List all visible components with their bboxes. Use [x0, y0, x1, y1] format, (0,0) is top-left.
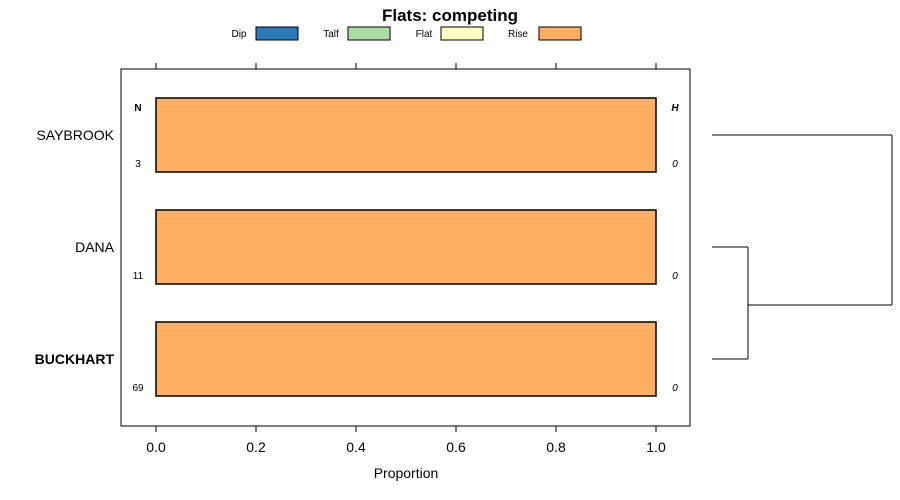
h-header: H: [671, 103, 679, 114]
bar-segment-rise-dana: [155, 209, 657, 285]
n-header: N: [134, 103, 141, 114]
x-tick-label: 0.0: [146, 439, 166, 455]
legend: Dip Talf Flat Rise: [231, 26, 582, 41]
x-axis: 0.0 0.2 0.4 0.6 0.8 1.0: [146, 63, 666, 455]
bar-segment-rise-buckhart: [155, 321, 657, 397]
legend-label-rise: Rise: [508, 29, 528, 40]
x-tick-label: 1.0: [646, 439, 666, 455]
x-tick-label: 0.8: [546, 439, 566, 455]
n-value: 11: [133, 271, 144, 282]
h-value: 0: [672, 271, 678, 282]
n-value: 69: [132, 383, 144, 394]
legend-label-flat: Flat: [416, 29, 433, 40]
legend-label-talf: Talf: [323, 29, 339, 40]
legend-swatch-rise: [538, 26, 582, 41]
legend-label-dip: Dip: [231, 29, 246, 40]
h-value: 0: [672, 383, 678, 394]
x-tick-label: 0.4: [346, 439, 366, 455]
legend-swatch-talf: [347, 26, 391, 41]
legend-swatch-dip: [255, 26, 299, 41]
bar-segment-rise-saybrook: [155, 97, 657, 173]
row-label-dana: DANA: [75, 239, 115, 255]
chart-title: Flats: competing: [382, 6, 518, 25]
x-axis-label: Proportion: [374, 465, 439, 481]
x-tick-label: 0.2: [246, 439, 266, 455]
dendrogram: [712, 134, 893, 360]
row-label-saybrook: SAYBROOK: [36, 127, 114, 143]
bar-rows: SAYBROOK 3 0 DANA 11 0 BUCKHART 69 0: [35, 97, 678, 397]
n-value: 3: [135, 159, 141, 170]
x-tick-label: 0.6: [446, 439, 466, 455]
row-label-buckhart: BUCKHART: [35, 351, 115, 367]
plot-frame: [120, 68, 691, 427]
legend-swatch-flat: [440, 26, 484, 41]
h-value: 0: [672, 159, 678, 170]
